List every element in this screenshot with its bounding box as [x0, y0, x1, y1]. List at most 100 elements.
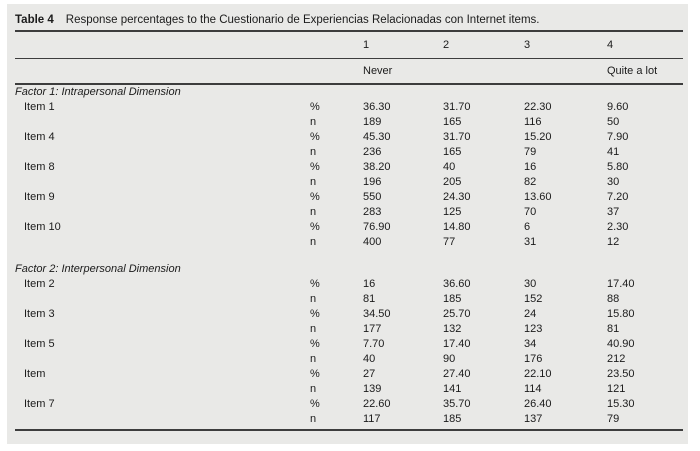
- measure-label: %: [310, 308, 320, 321]
- measure-label: %: [310, 101, 320, 114]
- cell-value: 114: [524, 383, 542, 396]
- cell-value: 177: [363, 323, 382, 336]
- cell-value: 79: [607, 413, 620, 426]
- cell-value: 132: [443, 323, 462, 336]
- measure-label: n: [310, 383, 317, 396]
- cell-value: 27.40: [443, 368, 471, 381]
- cell-value: 26.40: [524, 398, 552, 411]
- cell-value: 205: [443, 176, 462, 189]
- item-label: Item 10: [24, 221, 61, 234]
- measure-label: n: [310, 323, 317, 336]
- item-label: [15, 205, 310, 220]
- measure-label: n: [310, 353, 317, 366]
- cell-value: 45.30: [363, 131, 391, 144]
- cell-value: 185: [443, 293, 462, 306]
- cell-value: 9.60: [607, 101, 629, 114]
- item-row-count: n 400 77 31 12: [7, 235, 688, 250]
- cell-value: 189: [363, 116, 382, 129]
- item-label: Item 1: [24, 101, 55, 114]
- cell-value: 117: [363, 413, 381, 426]
- cell-value: 41: [607, 146, 620, 159]
- cell-value: 82: [524, 176, 537, 189]
- cell-value: 22.60: [363, 398, 391, 411]
- item-row-count: n 177 132 123 81: [7, 322, 688, 337]
- cell-value: 81: [363, 293, 376, 306]
- cell-value: 7.90: [607, 131, 629, 144]
- cell-value: 27: [363, 368, 376, 381]
- item-label: [15, 352, 310, 367]
- cell-value: 23.50: [607, 368, 635, 381]
- cell-value: 35.70: [443, 398, 471, 411]
- cell-value: 38.20: [363, 161, 391, 174]
- item-row-count: n 139 141 114 121: [7, 382, 688, 397]
- item-label: Item 3: [24, 308, 55, 321]
- cell-value: 24.30: [443, 191, 471, 204]
- cell-value: 40: [363, 353, 376, 366]
- cell-value: 212: [607, 353, 626, 366]
- cell-value: 36.30: [363, 101, 391, 114]
- cell-value: 37: [607, 206, 620, 219]
- cell-value: 24: [524, 308, 537, 321]
- cell-value: 5.80: [607, 161, 629, 174]
- item-label: Item 7: [24, 398, 55, 411]
- cell-value: 165: [443, 146, 462, 159]
- item-label: [15, 145, 310, 160]
- cell-value: 30: [607, 176, 620, 189]
- item-row-count: n 117 185 137 79: [7, 412, 688, 427]
- item-label: [15, 175, 310, 190]
- rule-bottom: [15, 429, 683, 431]
- item-row-count: n 81 185 152 88: [7, 292, 688, 307]
- cell-value: 14.80: [443, 221, 471, 234]
- cell-value: 17.40: [443, 338, 471, 351]
- cell-value: 34: [524, 338, 537, 351]
- cell-value: 81: [607, 323, 620, 336]
- item-row-percent: Item 8% 38.20 40 16 5.80: [7, 160, 688, 175]
- measure-label: n: [310, 236, 317, 249]
- cell-value: 34.50: [363, 308, 391, 321]
- cell-value: 196: [363, 176, 382, 189]
- table-body: Factor 1: Intrapersonal Dimension Item 1%…: [7, 85, 688, 427]
- cell-value: 165: [443, 116, 462, 129]
- item-row-count: n 189 165 116 50: [7, 115, 688, 130]
- item-row-percent: Item% 27 27.40 22.10 23.50: [7, 367, 688, 382]
- cell-value: 50: [607, 116, 620, 129]
- measure-label: n: [310, 206, 317, 219]
- measure-label: %: [310, 221, 320, 234]
- cell-value: 25.70: [443, 308, 471, 321]
- cell-value: 7.20: [607, 191, 629, 204]
- cell-value: 283: [363, 206, 382, 219]
- column-header-3: 3: [524, 38, 531, 51]
- section-heading: Factor 2: Interpersonal Dimension: [15, 263, 181, 276]
- cell-value: 13.60: [524, 191, 552, 204]
- rule-top: [15, 30, 683, 32]
- item-row-percent: Item 7% 22.60 35.70 26.40 15.30: [7, 397, 688, 412]
- column-header-4: 4: [607, 38, 614, 51]
- table-number-label: Table 4: [15, 14, 54, 26]
- measure-label: n: [310, 293, 317, 306]
- cell-value: 176: [524, 353, 543, 366]
- cell-value: 17.40: [607, 278, 635, 291]
- anchor-label-never: Never: [363, 65, 393, 78]
- cell-value: 125: [443, 206, 462, 219]
- rule-under-anchors: [15, 83, 683, 86]
- cell-value: 40.90: [607, 338, 635, 351]
- item-label: [15, 382, 310, 397]
- anchor-label-quite-a-lot: Quite a lot: [607, 65, 658, 78]
- item-label: Item: [24, 368, 46, 381]
- item-row-count: n 40 90 176 212: [7, 352, 688, 367]
- column-header-1: 1: [363, 38, 370, 51]
- cell-value: 40: [443, 161, 456, 174]
- cell-value: 31.70: [443, 101, 471, 114]
- cell-value: 15.30: [607, 398, 635, 411]
- cell-value: 400: [363, 236, 382, 249]
- section-heading: Factor 1: Intrapersonal Dimension: [15, 86, 181, 99]
- item-label: Item 9: [24, 191, 55, 204]
- measure-label: %: [310, 161, 320, 174]
- anchor-label-row: Never Quite a lot: [7, 59, 688, 83]
- cell-value: 141: [443, 383, 462, 396]
- cell-value: 70: [524, 206, 537, 219]
- cell-value: 7.70: [363, 338, 385, 351]
- cell-value: 22.10: [524, 368, 552, 381]
- cell-value: 152: [524, 293, 543, 306]
- item-label: [15, 115, 310, 130]
